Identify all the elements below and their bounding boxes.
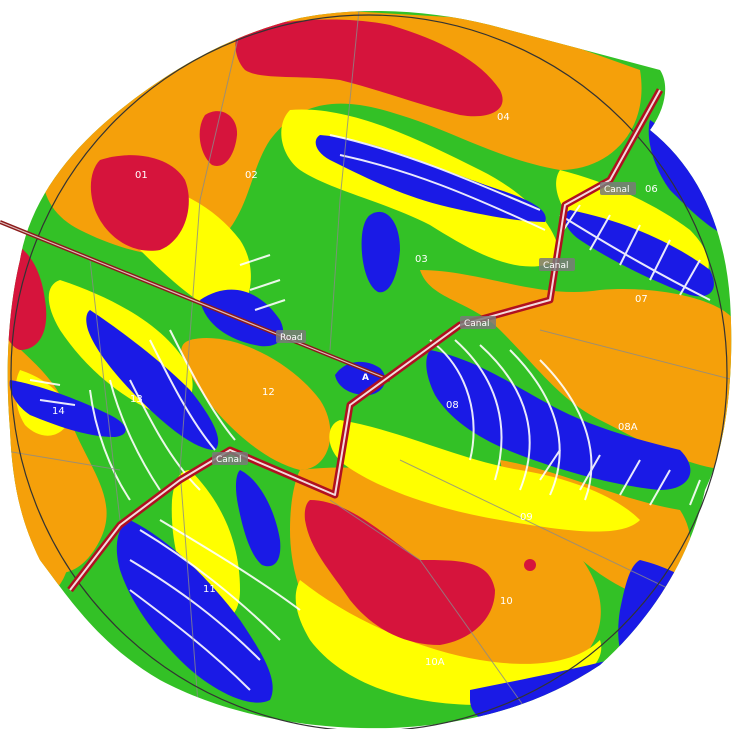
marker-a: A [362, 373, 369, 383]
field-label-10: 10 [500, 596, 513, 607]
field-label-09: 09 [520, 512, 533, 523]
field-label-08a: 08A [618, 422, 638, 433]
field-label-10a: 10A [425, 657, 445, 668]
zone-blue-13 [86, 310, 219, 450]
zone-blue-ne-strip [315, 135, 546, 222]
zone-red-small [199, 111, 238, 166]
zone-blue-11 [116, 520, 273, 703]
zone-orange-east [420, 270, 732, 470]
zone-yellow-band-5 [329, 420, 640, 532]
zone-yellow-band-7 [295, 580, 602, 705]
field-label-14: 14 [52, 406, 65, 417]
road-label: Road [280, 333, 303, 343]
marker-a-label: A [362, 373, 369, 383]
zone-blue-west-edge [58, 76, 105, 116]
canal: Canal Canal Canal Canal [67, 88, 664, 593]
zone-orange-center [181, 338, 331, 470]
canal-label-2: Canal [543, 261, 569, 271]
field-circle-outline [10, 14, 728, 729]
canal-label-1: Canal [604, 185, 630, 195]
field-label-07: 07 [635, 294, 648, 305]
field-label-06: 06 [645, 184, 658, 195]
field-label-04: 04 [497, 112, 510, 123]
road: Road [0, 220, 391, 382]
canal-label-4: Canal [216, 455, 242, 465]
zone-orange-north [42, 10, 642, 256]
zone-blue-03 [361, 211, 400, 293]
field-label-08: 08 [446, 400, 459, 411]
zone-blue-08 [426, 350, 691, 490]
field-label-12: 12 [262, 387, 275, 398]
zone-red-speck [524, 559, 536, 571]
canal-label-3: Canal [464, 319, 490, 329]
drainage-lines [29, 134, 711, 691]
field-label-03: 03 [415, 254, 428, 265]
zone-blue-center-south [235, 470, 281, 567]
zone-red-north [235, 19, 503, 117]
field-labels: 01 02 03 04 06 07 08 08A 09 10 10A 11 12… [52, 112, 658, 668]
field-label-13: 13 [130, 394, 143, 405]
field-label-11: 11 [203, 584, 216, 595]
zone-blue-06 [564, 210, 714, 297]
field-label-01: 01 [135, 170, 148, 181]
zone-blue-southeast [618, 560, 720, 680]
zone-red-south [304, 500, 495, 645]
zone-red-01 [90, 155, 189, 251]
field-label-02: 02 [245, 170, 258, 181]
